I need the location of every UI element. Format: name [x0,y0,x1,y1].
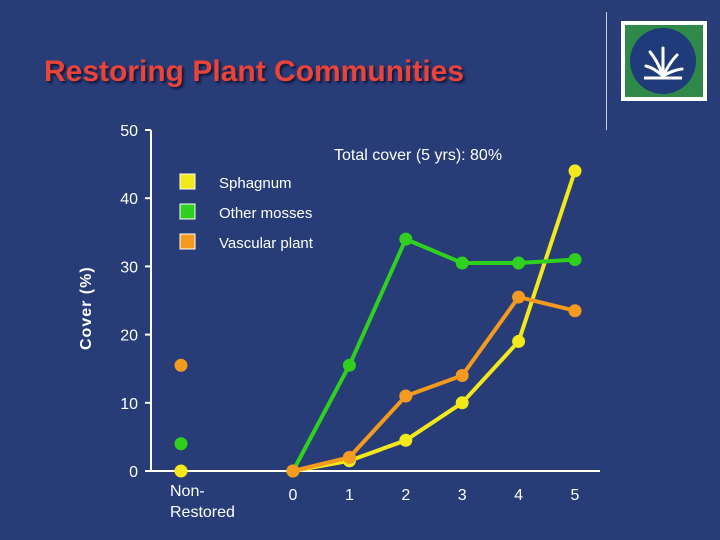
plant-icon [644,46,684,80]
x-tick-label: 2 [401,487,410,504]
series-lines [291,170,577,473]
y-tick-label: 40 [120,191,138,208]
data-point-other-mosses [342,358,356,372]
legend-swatch-vascular-plant [179,233,196,250]
series-line-other-mosses [291,237,576,472]
reference-point-other-mosses [174,437,188,451]
y-tick-label: 50 [120,123,138,140]
reference-point-vascular-plant [174,358,188,372]
data-point-vascular-plant [286,464,300,478]
data-point-vascular-plant [512,290,526,304]
slide-title: Restoring Plant Communities [44,55,465,88]
x-tick-label: 1 [345,487,354,504]
y-tick-label: 0 [129,464,138,481]
legend-swatch-sphagnum [179,173,196,190]
reference-point-sphagnum [174,464,188,478]
y-tick-label: 30 [120,259,138,276]
data-point-vascular-plant [342,450,356,464]
legend-label-vascular-plant: Vascular plant [219,235,314,252]
legend-label-sphagnum: Sphagnum [219,175,292,192]
y-tick-label: 20 [120,328,138,345]
series-line-vascular-plant [292,295,576,473]
y-tick-label: 10 [120,396,138,413]
data-point-vascular-plant [568,304,582,318]
data-point-other-mosses [568,253,582,267]
legend: Sphagnum Other mosses Vascular plant [179,173,314,252]
series-line-sphagnum [292,170,577,473]
data-point-vascular-plant [455,369,469,383]
data-point-vascular-plant [399,389,413,403]
data-point-sphagnum [568,164,582,178]
legend-swatch-other-mosses [179,203,196,220]
x-tick-label: 4 [514,487,523,504]
data-point-other-mosses [399,232,413,246]
data-point-other-mosses [455,256,469,270]
data-point-sphagnum [455,396,469,410]
logo [621,21,707,101]
x-tick-label: 3 [458,487,467,504]
x-tick-labels: Non-Restored 0 1 2 3 4 5 [170,483,580,521]
y-axis-title: Cover (%) [78,266,95,350]
legend-label-other-mosses: Other mosses [219,205,312,222]
logo-frame [625,25,703,97]
data-point-other-mosses [512,256,526,270]
data-point-sphagnum [512,334,526,348]
chart-axes [150,130,600,472]
total-cover-annotation: Total cover (5 yrs): 80% [334,147,502,164]
x-tick-label: 5 [571,487,580,504]
data-point-sphagnum [399,433,413,447]
title-divider-line [606,12,607,130]
x-tick-label-non-restored: Non-Restored [170,483,235,521]
y-ticks: 0 10 20 30 40 50 [120,123,151,481]
x-tick-label: 0 [289,487,298,504]
logo-circle [630,28,696,94]
series-points [174,164,582,478]
